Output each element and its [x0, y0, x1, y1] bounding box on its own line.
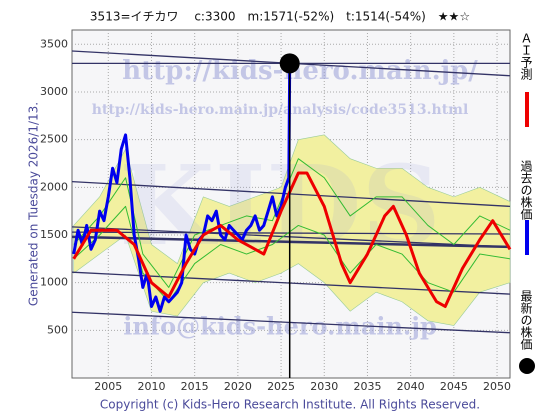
series-line	[72, 63, 292, 313]
trend-line	[71, 311, 511, 334]
x-tick-label: 2025	[267, 380, 295, 393]
x-tick-label: 2030	[310, 380, 338, 393]
trend-line	[71, 180, 511, 208]
y-tick-label: 2000	[40, 180, 68, 193]
legend-label: 最新の株価	[519, 290, 533, 350]
y-tick-label: 500	[47, 323, 68, 336]
y-tick-label: 1500	[40, 228, 68, 241]
legend-label: 過去の株価	[519, 160, 533, 220]
x-tick-label: 2015	[181, 380, 209, 393]
y-tick-label: 3500	[40, 37, 68, 50]
x-tick-label: 2040	[397, 380, 425, 393]
x-tick-label: 2005	[94, 380, 122, 393]
watermark: http://kids-hero.main.jp/analysis/code35…	[92, 102, 469, 118]
chart-title: 3513=イチカワ c:3300 m:1571(-52%) t:1514(-54…	[90, 10, 470, 24]
x-tick-label: 2010	[137, 380, 165, 393]
side-note: Generated on Tuesday 2026/1/13.	[27, 102, 41, 306]
x-tick-label: 2035	[353, 380, 381, 393]
x-tick-label: 2020	[224, 380, 252, 393]
copyright: Copyright (c) Kids-Hero Research Institu…	[100, 398, 480, 412]
legend-marker	[519, 358, 535, 374]
y-tick-label: 3000	[40, 85, 68, 98]
series-line	[72, 171, 512, 308]
trend-line	[71, 231, 511, 235]
x-tick-label: 2045	[440, 380, 468, 393]
legend-label: ＡＩ予測	[519, 32, 533, 81]
watermark: info@kids-hero.main.jp	[123, 312, 437, 341]
trend-line	[71, 226, 511, 248]
latest-point	[279, 53, 300, 74]
trend-line	[71, 235, 511, 249]
x-tick-label: 2050	[483, 380, 511, 393]
y-tick-label: 1000	[40, 276, 68, 289]
plot: http://kids-hero.main.jp/http://kids-her…	[71, 30, 512, 378]
y-tick-label: 2500	[40, 133, 68, 146]
